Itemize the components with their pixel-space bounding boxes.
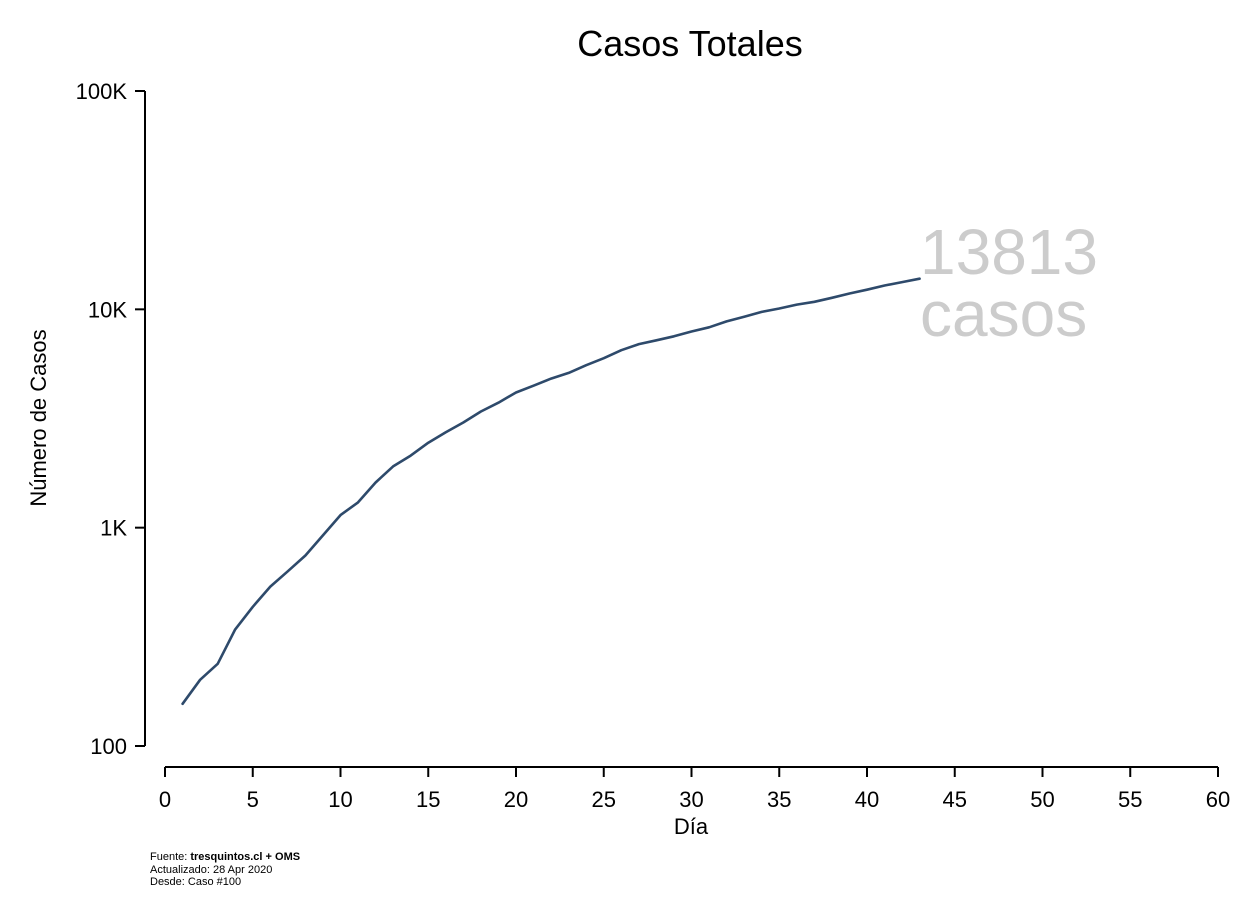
x-tick-label: 0 (159, 787, 171, 812)
x-tick-label: 45 (943, 787, 967, 812)
x-axis-label: Día (674, 814, 709, 839)
footer-source-prefix: Fuente: (150, 851, 191, 863)
footer-source-bold: tresquintos.cl + OMS (190, 851, 301, 863)
footer-updated: Actualizado: 28 Apr 2020 (150, 863, 273, 876)
y-tick-label: 1K (100, 516, 127, 541)
footer-since: Desde: Caso #100 (150, 876, 242, 888)
x-axis: 0 5 10 15 20 25 30 35 40 45 50 55 60 (159, 766, 1230, 812)
x-tick-label: 40 (855, 787, 879, 812)
x-tick-label: 15 (416, 787, 440, 812)
x-tick-label: 50 (1030, 787, 1054, 812)
annotation-unit: casos (920, 278, 1087, 350)
x-tick-label: 25 (592, 787, 616, 812)
annotation-value: 13813 (920, 216, 1098, 288)
x-tick-label: 60 (1206, 787, 1230, 812)
y-tick-label: 10K (88, 297, 127, 322)
y-tick-label: 100 (90, 734, 127, 759)
x-tick-label: 30 (679, 787, 703, 812)
series-group (181, 277, 921, 706)
y-axis: 100 1K 10K 100K (76, 79, 146, 759)
x-tick-label: 55 (1118, 787, 1142, 812)
x-tick-label: 35 (767, 787, 791, 812)
x-tick-label: 5 (247, 787, 259, 812)
chart-footer: Fuente: tresquintos.cl + OMS Actualizado… (150, 851, 300, 889)
y-axis-label: Número de Casos (26, 329, 51, 506)
x-tick-label: 10 (328, 787, 352, 812)
chart-title: Casos Totales (577, 23, 802, 64)
y-tick-label: 100K (76, 79, 128, 104)
series-line (181, 277, 921, 706)
x-tick-label: 20 (504, 787, 528, 812)
footer-source: Fuente: tresquintos.cl + OMS (150, 851, 300, 864)
